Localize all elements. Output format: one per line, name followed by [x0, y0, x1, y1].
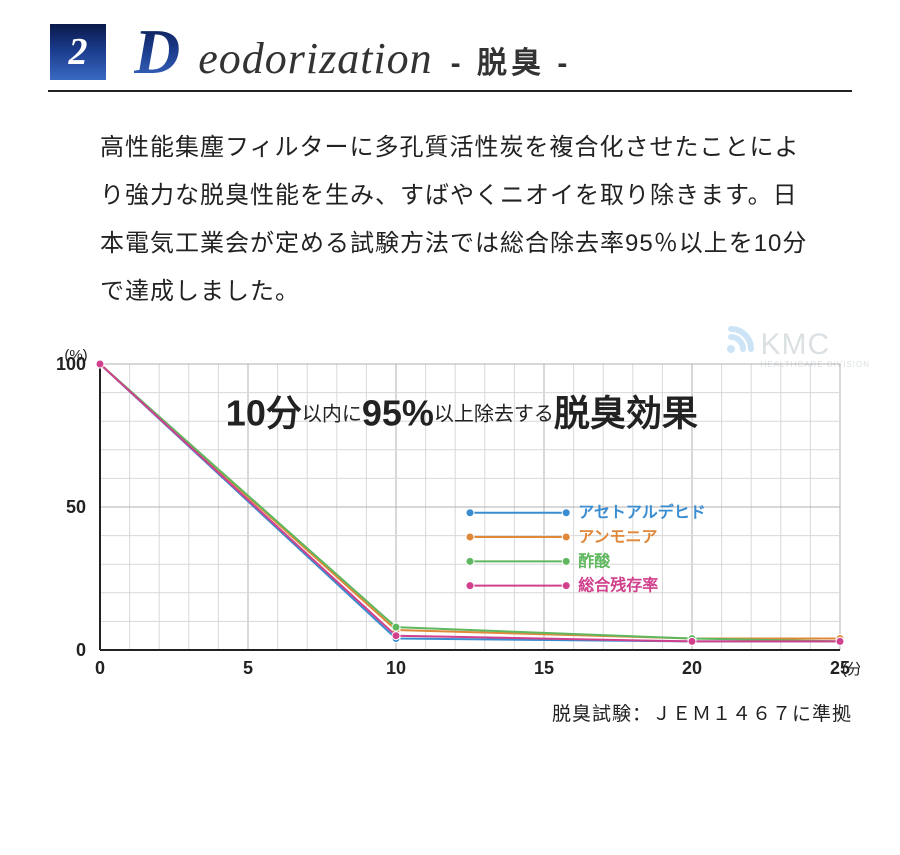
svg-text:10: 10 [386, 658, 406, 678]
deodorization-chart: (%)0501000510152025(分)10分以内に95%以上除去する脱臭効… [40, 346, 860, 686]
svg-text:20: 20 [682, 658, 702, 678]
svg-text:100: 100 [56, 354, 86, 374]
section-number-badge: 2 [50, 24, 106, 80]
title-rest: eodorization [198, 33, 432, 84]
svg-text:15: 15 [534, 658, 554, 678]
svg-text:50: 50 [66, 497, 86, 517]
chart-container: KMC HEALTHCARE DIVISION (%)0501000510152… [40, 346, 860, 691]
svg-text:0: 0 [95, 658, 105, 678]
svg-text:(分): (分) [842, 661, 860, 678]
svg-text:酢酸: 酢酸 [578, 551, 611, 570]
svg-text:アセトアルデヒド: アセトアルデヒド [578, 503, 706, 522]
header: 2 Deodorization - 脱臭 - [0, 0, 900, 90]
svg-text:総合残存率: 総合残存率 [578, 576, 658, 595]
chart-footnote: 脱臭試験：ＪＥＭ１４６７に準拠 [0, 691, 900, 726]
title-japanese: - 脱臭 - [451, 38, 572, 82]
svg-text:アンモニア: アンモニア [578, 529, 657, 546]
section-title: Deodorization - 脱臭 - [134, 20, 571, 84]
svg-text:5: 5 [243, 658, 253, 678]
svg-text:0: 0 [76, 640, 86, 660]
title-initial: D [134, 20, 180, 84]
description-paragraph: 高性能集塵フィルターに多孔質活性炭を複合化させたことにより強力な脱臭性能を生み、… [0, 92, 900, 336]
